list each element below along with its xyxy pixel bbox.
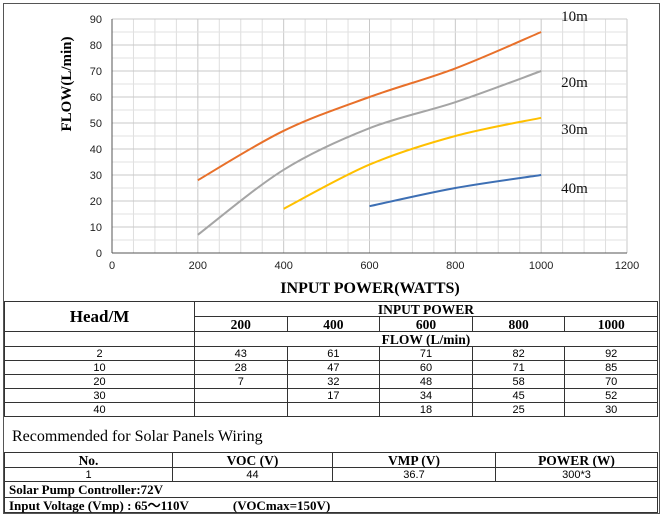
wiring-data-row: 1 44 36.7 300*3	[4, 467, 658, 482]
table-row: 2 43 61 71 82 92	[4, 346, 658, 361]
x-tick-label: 600	[360, 260, 378, 272]
table-row: 10 28 47 60 71 85	[4, 360, 658, 375]
y-tick-label: 80	[90, 40, 102, 52]
flow-cell: 7	[194, 374, 288, 389]
x-tick-label: 0	[109, 260, 115, 272]
wiring-cell: 300*3	[495, 467, 658, 482]
power-header-cell: 600	[379, 316, 473, 332]
flow-cell: 45	[471, 388, 566, 403]
flow-cell: 28	[194, 360, 288, 375]
series-label-10m: 10m	[561, 9, 588, 25]
series-line-30m	[283, 116, 542, 210]
flow-cell	[194, 388, 288, 403]
series-label-20m: 20m	[561, 75, 588, 91]
flow-cell: 71	[471, 360, 566, 375]
flow-cell: 71	[379, 346, 473, 361]
x-tick-label: 200	[189, 260, 207, 272]
y-tick-label: 70	[90, 66, 102, 78]
y-tick-label: 60	[90, 92, 102, 104]
series-label-40m: 40m	[561, 181, 588, 197]
power-header-cell: 200	[194, 316, 288, 332]
y-tick-label: 20	[90, 196, 102, 208]
wiring-header-cell: No.	[4, 452, 173, 468]
flow-cell: 47	[286, 360, 381, 375]
input-power-label: INPUT POWER	[194, 301, 658, 317]
power-header-cell: 800	[471, 316, 566, 332]
flow-cell: 17	[286, 388, 381, 403]
table-row: 30 17 34 45 52	[4, 388, 658, 403]
flow-cell: 30	[564, 402, 658, 417]
wiring-header-cell: POWER (W)	[495, 452, 658, 468]
flow-cell: 70	[564, 374, 658, 389]
x-tick-label: 1200	[615, 260, 639, 272]
table-header-row: Head/M INPUT POWER	[4, 301, 658, 332]
wiring-title: Recommended for Solar Panels Wiring	[12, 428, 263, 445]
voc-max: (VOCmax=150V)	[232, 498, 331, 513]
flow-cell: 32	[286, 374, 381, 389]
flow-cell: 43	[194, 346, 288, 361]
head-cell: 2	[4, 346, 195, 361]
power-header-cell: 400	[286, 316, 381, 332]
wiring-header-cell: VMP (V)	[332, 452, 496, 468]
x-axis-title: INPUT POWER(WATTS)	[280, 280, 459, 297]
performance-table: Head/M INPUT POWER 200 400 600 800 1000 FLOW…	[4, 301, 658, 417]
flow-cell: 48	[379, 374, 473, 389]
chart-series: 10m 20m 30m 40m	[197, 9, 588, 236]
voltage-range: Input Voltage (Vmp) : 65～110V	[9, 498, 189, 513]
flow-cell: 34	[379, 388, 473, 403]
chart-axes: 0 200 400 600 800 1000 1200 0 10 20 30 40 50 60 70 80 90	[90, 14, 639, 272]
flow-label-row: FLOW (L/min)	[4, 331, 658, 347]
flow-chart: 0 200 400 600 800 1000 1200 0 10 20 30 40 50 60 70 80 90…	[59, 9, 639, 297]
controller-note: Solar Pump Controller:72V	[4, 481, 658, 497]
y-tick-label: 90	[90, 14, 102, 26]
wiring-cell: 1	[4, 467, 173, 482]
head-cell: 10	[4, 360, 195, 375]
series-label-30m: 30m	[561, 122, 588, 138]
y-tick-label: 30	[90, 170, 102, 182]
wiring-cell: 44	[172, 467, 333, 482]
flow-cell: 85	[564, 360, 658, 375]
y-tick-label: 0	[96, 248, 102, 260]
flow-label: FLOW (L/min)	[194, 331, 658, 347]
flow-cell: 58	[471, 374, 566, 389]
flow-cell: 92	[564, 346, 658, 361]
flow-cell: 25	[471, 402, 566, 417]
voltage-note: Input Voltage (Vmp) : 65～110V (VOCmax=150…	[4, 497, 658, 513]
head-label: Head/M	[4, 301, 195, 332]
wiring-table: No. VOC (V) VMP (V) POWER (W) 1 44 36.7 300*3	[4, 452, 658, 482]
flow-cell: 52	[564, 388, 658, 403]
series-line-40m	[369, 174, 542, 208]
empty-cell	[4, 331, 195, 347]
x-tick-label: 1000	[529, 260, 553, 272]
flow-cell	[286, 402, 381, 417]
head-cell: 30	[4, 388, 195, 403]
y-axis-title: FLOW(L/min)	[59, 36, 75, 131]
x-tick-label: 800	[446, 260, 464, 272]
y-tick-label: 10	[90, 222, 102, 234]
power-header-row: 200 400 600 800 1000	[5, 316, 658, 332]
y-tick-label: 50	[90, 118, 102, 130]
flow-cell: 60	[379, 360, 473, 375]
wiring-cell: 36.7	[332, 467, 496, 482]
power-header-cell: 1000	[564, 316, 658, 332]
wiring-header-row: No. VOC (V) VMP (V) POWER (W)	[4, 452, 658, 468]
y-tick-label: 40	[90, 144, 102, 156]
flow-cell: 18	[379, 402, 473, 417]
flow-cell	[194, 402, 288, 417]
head-cell: 40	[4, 402, 195, 417]
flow-cell: 61	[286, 346, 381, 361]
flow-cell: 82	[471, 346, 566, 361]
head-cell: 20	[4, 374, 195, 389]
series-line-10m	[197, 31, 542, 182]
table-row: 40 18 25 30	[4, 402, 658, 417]
chart-grid	[111, 18, 628, 254]
x-tick-label: 400	[274, 260, 292, 272]
series-line-20m	[197, 70, 542, 236]
wiring-header-cell: VOC (V)	[172, 452, 333, 468]
table-row: 20 7 32 48 58 70	[4, 374, 658, 389]
